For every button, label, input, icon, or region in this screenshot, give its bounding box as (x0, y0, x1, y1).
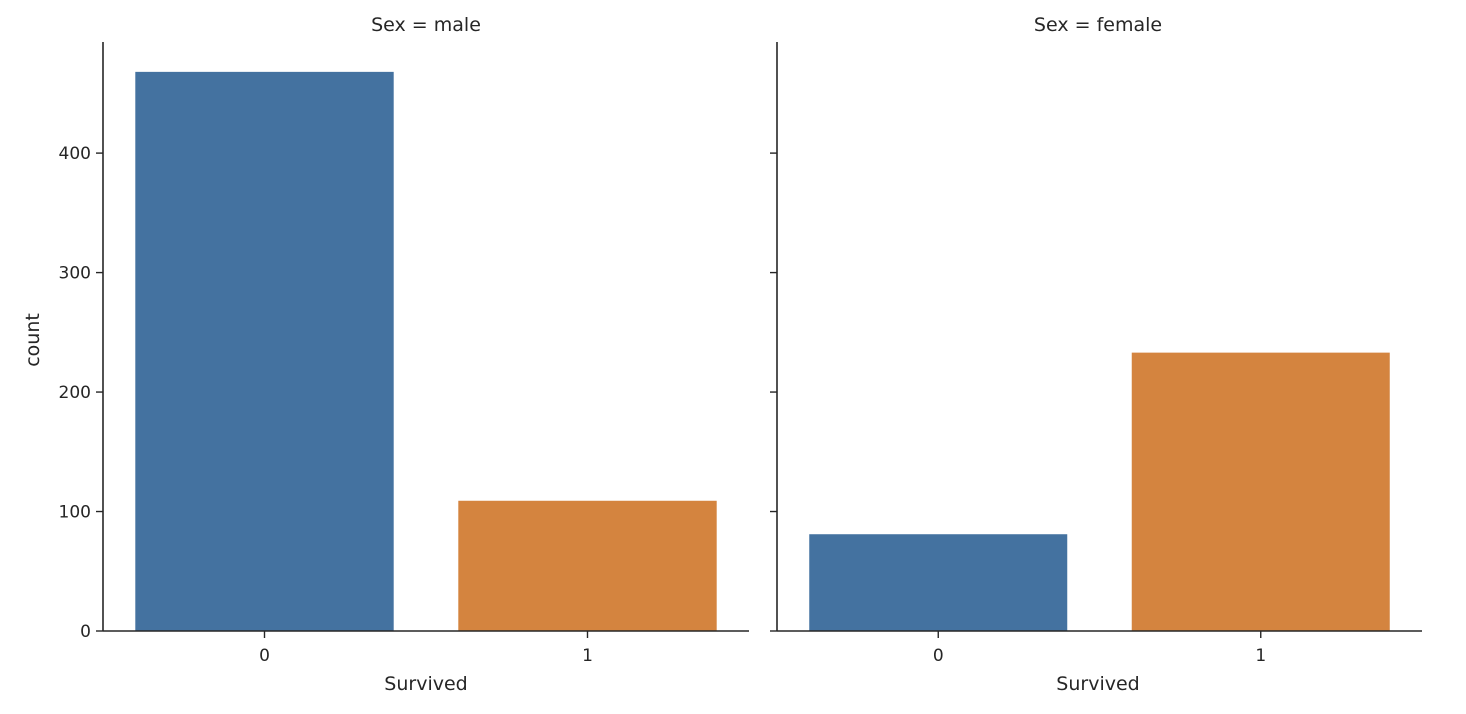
bar-female-survived-0 (809, 534, 1068, 631)
y-tick-label: 400 (59, 144, 91, 164)
x-tick-label: 0 (933, 646, 944, 666)
y-axis-label: count (22, 313, 44, 367)
panel-title-male: Sex = male (371, 14, 481, 36)
y-ticks-male: 0 100 200 300 400 (59, 144, 103, 642)
bar-male-survived-1 (458, 500, 717, 631)
x-axis-label-male: Survived (384, 673, 467, 695)
y-tick-label: 300 (59, 264, 91, 284)
bars-male (135, 71, 717, 632)
panel-title-female: Sex = female (1034, 14, 1162, 36)
bar-male-survived-0 (135, 71, 394, 632)
y-ticks-female (770, 152, 777, 632)
x-tick-label: 1 (1255, 646, 1266, 666)
x-tick-label: 1 (582, 646, 593, 666)
y-tick-label: 100 (59, 503, 91, 523)
x-axis-label-female: Survived (1056, 673, 1139, 695)
y-tick-label: 200 (59, 383, 91, 403)
y-tick-label: 0 (80, 622, 91, 642)
x-tick-label: 0 (259, 646, 270, 666)
bars-female (809, 352, 1390, 631)
bar-female-survived-1 (1131, 352, 1390, 631)
